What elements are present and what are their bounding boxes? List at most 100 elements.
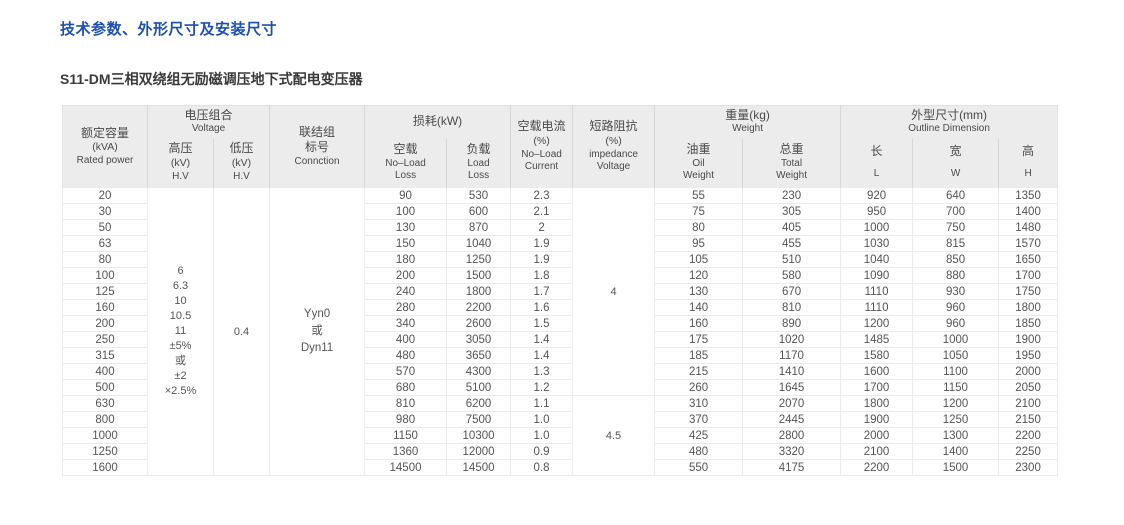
header-unit: (kV) [170, 156, 191, 169]
cell-total-weight: 2445 [742, 411, 842, 428]
cell-rated-power: 1000 [62, 427, 148, 444]
cell-no-load-loss: 90 [364, 187, 448, 204]
cell-length: 1000 [840, 219, 914, 236]
cell-width: 880 [912, 267, 1000, 284]
cell-width: 1250 [912, 411, 1000, 428]
table-row: 80 180 1250 1.9 105 510 1040 850 1650 [62, 251, 1059, 268]
header-impedance: 短路阻抗 (%) impedance Voltage [572, 105, 656, 188]
cell-height: 1650 [998, 251, 1059, 268]
header-label-en: No–Load [521, 148, 562, 160]
header-label: 短路阻抗 [589, 119, 638, 134]
cell-width: 815 [912, 235, 1000, 252]
header-label: 损耗(kW) [412, 113, 463, 128]
cell-total-weight: 3320 [742, 443, 842, 460]
cell-oil-weight: 140 [654, 299, 744, 316]
cell-width: 640 [912, 187, 1000, 204]
header-label: 负载 [466, 141, 491, 156]
header-weight-group: 重量(kg) Weight [654, 105, 842, 138]
header-label: 高压 [168, 141, 193, 156]
cell-no-load-loss: 180 [364, 251, 448, 268]
header-label-en: Connction [294, 155, 340, 167]
cell-length: 2200 [840, 459, 914, 476]
cell-height: 1800 [998, 299, 1059, 316]
cell-line: 6.3 [172, 280, 189, 292]
cell-length: 1090 [840, 267, 914, 284]
cell-no-load-loss: 570 [364, 363, 448, 380]
header-label: 电压组合 [184, 107, 233, 122]
cell-load-loss: 870 [446, 219, 512, 236]
cell-width: 1150 [912, 379, 1000, 396]
cell-height: 2300 [998, 459, 1059, 476]
header-label-en: Current [524, 161, 559, 173]
cell-line: 或 [175, 355, 186, 367]
cell-load-loss: 600 [446, 203, 512, 220]
cell-rated-power: 125 [62, 283, 148, 300]
cell-impedance-merged: 4.5 [572, 395, 656, 476]
header-unit: (%) [605, 134, 622, 147]
cell-no-load-current: 1.0 [510, 411, 574, 428]
cell-oil-weight: 160 [654, 315, 744, 332]
cell-no-load-loss: 680 [364, 379, 448, 396]
header-unit: (%) [533, 134, 550, 147]
cell-oil-weight: 55 [654, 187, 744, 204]
header-label-en: H.V [233, 170, 250, 182]
table-row: 800 980 7500 1.0 370 2445 1900 1250 2150 [62, 411, 1059, 428]
header-label-en: Total [780, 157, 803, 169]
header-load-loss: 负载 Load Loss [446, 137, 512, 188]
cell-total-weight: 4175 [742, 459, 842, 476]
cell-no-load-loss: 130 [364, 219, 448, 236]
header-label-en: Voltage [191, 123, 226, 135]
table-header: 额定容量 (kVA) Rated power 电压组合 Voltage 联结组 … [62, 105, 1058, 188]
cell-length: 2000 [840, 427, 914, 444]
cell-height: 1750 [998, 283, 1059, 300]
table-row: 500 680 5100 1.2 260 1645 1700 1150 2050 [62, 379, 1059, 396]
cell-width: 960 [912, 315, 1000, 332]
header-label: 联结组 [299, 124, 336, 139]
header-no-load-loss: 空载 No–Load Loss [364, 137, 448, 188]
cell-height: 1700 [998, 267, 1059, 284]
cell-width: 1400 [912, 443, 1000, 460]
cell-no-load-loss: 1150 [364, 427, 448, 444]
cell-length: 950 [840, 203, 914, 220]
cell-rated-power: 200 [62, 315, 148, 332]
product-subtitle: S11-DM三相双绕组无励磁调压地下式配电变压器 [60, 71, 363, 87]
header-width: 宽 W [912, 137, 1000, 188]
cell-height: 1570 [998, 235, 1059, 252]
cell-total-weight: 2070 [742, 395, 842, 412]
cell-line: 6 [177, 265, 184, 277]
cell-no-load-loss: 200 [364, 267, 448, 284]
page-title: 技术参数、外形尺寸及安装尺寸 [60, 21, 278, 38]
table-row: 1250 1360 12000 0.9 480 3320 2100 1400 2250 [62, 443, 1059, 460]
header-label: 空载 [393, 141, 418, 156]
header-rated-power: 额定容量 (kVA) Rated power [62, 105, 148, 188]
cell-height: 1900 [998, 331, 1059, 348]
header-label-en: No–Load [385, 157, 426, 169]
cell-total-weight: 670 [742, 283, 842, 300]
cell-total-weight: 510 [742, 251, 842, 268]
cell-load-loss: 14500 [446, 459, 512, 476]
cell-length: 920 [840, 187, 914, 204]
cell-load-loss: 6200 [446, 395, 512, 412]
header-height: 高 H [998, 137, 1058, 188]
header-label-en: Outline Dimension [908, 123, 990, 135]
cell-total-weight: 2800 [742, 427, 842, 444]
header-label-en: H [1024, 167, 1032, 179]
cell-line: 或 [311, 325, 323, 337]
header-label: 标号 [305, 140, 330, 155]
cell-no-load-current: 2.3 [510, 187, 574, 204]
cell-total-weight: 230 [742, 187, 842, 204]
table-row: 1000 1150 10300 1.0 425 2800 2000 1300 2200 [62, 427, 1059, 444]
cell-load-loss: 10300 [446, 427, 512, 444]
cell-rated-power: 250 [62, 331, 148, 348]
cell-width: 1200 [912, 395, 1000, 412]
cell-load-loss: 2200 [446, 299, 512, 316]
cell-width: 1100 [912, 363, 1000, 380]
table-row: 125 240 1800 1.7 130 670 1110 930 1750 [62, 283, 1059, 300]
cell-no-load-current: 1.4 [510, 347, 574, 364]
header-unit: (kVA) [92, 141, 118, 154]
cell-height: 2150 [998, 411, 1059, 428]
cell-height: 1400 [998, 203, 1059, 220]
header-label: 总重 [779, 141, 804, 156]
cell-length: 1110 [840, 283, 914, 300]
cell-total-weight: 1645 [742, 379, 842, 396]
